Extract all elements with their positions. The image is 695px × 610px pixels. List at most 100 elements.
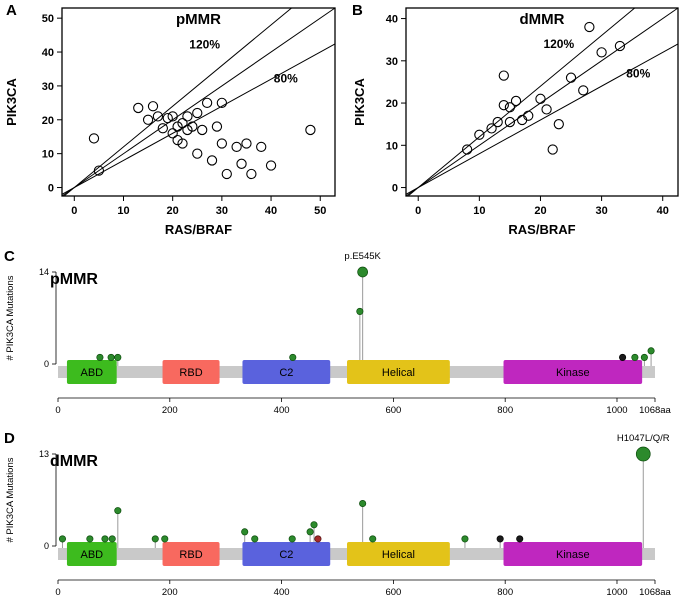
x-tick-label: 1000 <box>606 587 627 598</box>
mutation-dot <box>496 535 504 543</box>
scatter-point <box>535 93 546 104</box>
x-tick-label: 20 <box>534 205 546 217</box>
x-tick-label: 30 <box>595 205 607 217</box>
mutation-dot <box>356 307 364 315</box>
scatter-point <box>246 168 257 180</box>
scatter-point <box>305 124 316 136</box>
domain-label: Kinase <box>556 549 590 561</box>
y-tick-label: 0 <box>44 541 49 551</box>
panel-b-scatter-svg: 120% 80% 0 10 20 30 40 0 10 20 30 40 RAS/BRAF PIK3CA d… <box>352 7 679 237</box>
y-tick-label: 30 <box>42 81 54 93</box>
x-tick-label: 400 <box>274 405 290 416</box>
mutation-dot <box>96 353 104 361</box>
scatter-point <box>553 119 564 130</box>
panel-d-lollipop-svg: 0 200 400 600 800 1000 1068aa 0 13 # PIK3CA Mutat… <box>5 433 672 598</box>
mutation-dot <box>101 535 109 543</box>
mutation-annotation: H1047L/Q/R <box>617 433 670 444</box>
x-end-label: 1068aa <box>639 405 671 416</box>
y-tick-label: 10 <box>42 149 54 161</box>
y-axis-label: PIK3CA <box>352 78 367 126</box>
x-tick-label: 10 <box>117 205 129 217</box>
x-tick-label: 600 <box>385 405 401 416</box>
x-tick-label: 200 <box>162 587 178 598</box>
x-tick-label: 600 <box>385 587 401 598</box>
scatter-point <box>133 102 144 114</box>
domain-label: C2 <box>279 549 293 561</box>
panel-a-scatter-svg: 120% 80% 0 10 20 30 40 50 0 10 20 30 40 50 RAS/BRAF PIK… <box>4 7 336 237</box>
x-tick-label: 50 <box>314 205 326 217</box>
reference-line <box>63 7 292 197</box>
scatter-point <box>547 144 558 155</box>
domain-RBD <box>162 542 220 566</box>
y-tick-label: 20 <box>42 115 54 127</box>
scatter-point <box>474 129 485 140</box>
domain-label: ABD <box>81 549 104 561</box>
y-tick-label: 20 <box>386 98 398 110</box>
domain-label: C2 <box>279 367 293 379</box>
mutation-dot <box>635 446 651 462</box>
y-axis-label: PIK3CA <box>4 78 19 126</box>
scatter-point <box>236 158 247 169</box>
mutation-dot <box>461 535 469 543</box>
mutation-dot <box>289 353 297 361</box>
scatter-point <box>596 47 607 58</box>
domain-label: Kinase <box>556 367 590 379</box>
mutation-dot <box>369 535 377 543</box>
y-axis-label: # PIK3CA Mutations <box>5 275 16 360</box>
mutation-dot <box>619 353 627 361</box>
scatter-point <box>241 138 252 149</box>
plot-box <box>405 7 679 197</box>
mutation-dot <box>107 353 115 361</box>
mutation-dot <box>58 535 67 543</box>
x-axis-label: RAS/BRAF <box>508 222 575 237</box>
scatter-point <box>504 116 516 128</box>
scatter-point <box>142 114 154 125</box>
panel-letter-d: D <box>4 430 15 447</box>
scatter-point <box>201 97 213 108</box>
x-tick-label: 800 <box>497 405 513 416</box>
domain-C2 <box>242 542 331 566</box>
y-tick-label: 40 <box>386 14 398 26</box>
x-end-label: 1068aa <box>639 587 671 598</box>
domain-Kinase <box>503 360 643 384</box>
mutation-dot <box>516 535 524 543</box>
y-tick-label: 0 <box>392 183 398 195</box>
scatter-point <box>578 85 589 96</box>
domain-RBD <box>162 360 220 384</box>
scatter-point <box>523 110 534 121</box>
x-tick-label: 30 <box>216 205 228 217</box>
y-tick-label: 50 <box>42 13 54 25</box>
domain-ABD <box>66 360 117 384</box>
x-tick-label: 40 <box>657 205 669 217</box>
reference-line <box>61 43 336 195</box>
domain-Kinase <box>503 542 643 566</box>
scatter-point <box>167 128 178 139</box>
mutation-dot <box>114 507 122 515</box>
y-tick-label: 10 <box>386 140 398 152</box>
scatter-point <box>182 111 193 122</box>
scatter-point <box>584 21 595 33</box>
mutation-dot <box>251 535 259 543</box>
scatter-point <box>187 121 198 132</box>
scatter-point <box>265 160 277 171</box>
domain-Helical <box>346 542 450 566</box>
reference-line <box>405 7 679 197</box>
reference-line <box>405 43 679 195</box>
domain-label: RBD <box>179 367 202 379</box>
y-tick-label: 30 <box>386 56 398 68</box>
x-tick-label: 1000 <box>606 405 627 416</box>
scatter-point <box>486 123 497 134</box>
x-tick-label: 10 <box>473 205 485 217</box>
scatter-point <box>256 141 267 153</box>
scatter-point <box>162 112 173 124</box>
mutation-dot <box>108 535 116 543</box>
domain-label: Helical <box>382 367 415 379</box>
panel-letter-c: C <box>4 248 15 265</box>
scatter-point <box>206 155 218 166</box>
scatter-point <box>177 118 188 129</box>
mutation-dot <box>288 535 296 543</box>
x-tick-label: 0 <box>55 587 60 598</box>
y-tick-label: 40 <box>42 47 54 59</box>
panel-letter-a: A <box>6 2 17 19</box>
